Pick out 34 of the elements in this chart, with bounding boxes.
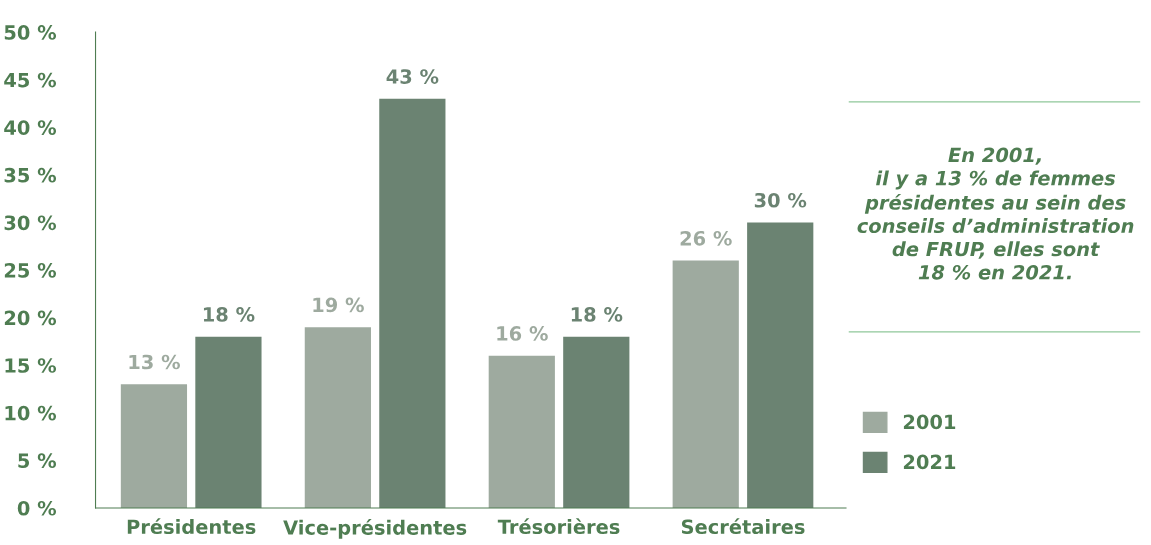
y-tick-label: 0 % <box>17 500 57 516</box>
x-tick-label: Trésorières <box>497 518 620 535</box>
bar <box>379 98 446 508</box>
data-label: 30 % <box>754 192 807 208</box>
bar <box>747 222 814 508</box>
y-tick-label: 5 % <box>18 453 57 469</box>
y-tick-label: 25 % <box>4 263 57 278</box>
y-tick-label: 20 % <box>4 310 57 326</box>
x-tick-label: Secrétaires <box>681 518 805 535</box>
data-label: 16 % <box>497 326 548 341</box>
data-label: 13 % <box>129 354 180 370</box>
data-label: 26 % <box>680 230 732 246</box>
y-tick-label: 40 % <box>4 120 57 135</box>
y-tick-label: 50 % <box>4 25 57 40</box>
y-tick-label: 30 % <box>4 215 57 231</box>
data-label: 19 % <box>313 297 364 313</box>
y-tick-label: 45 % <box>4 72 57 88</box>
bar <box>563 336 630 508</box>
data-label: 43 % <box>386 69 439 84</box>
legend-label: 2001 <box>903 414 956 430</box>
bar <box>672 260 739 508</box>
y-tick-label: 15 % <box>5 358 57 373</box>
x-tick-label: Vice-présidentes <box>283 519 467 539</box>
text: En 2001, il y a 13 % de femmes présidentes au sein des conseils d’administration de FRUP, elles sont 18 % en 2021. <box>857 147 1134 280</box>
y-tick-label: 35 % <box>4 167 57 183</box>
y-tick-label: 10 % <box>5 405 57 421</box>
data-label: 18 % <box>203 307 255 322</box>
x-tick-label: Présidentes <box>127 518 256 535</box>
bar <box>304 327 371 508</box>
data-label: 18 % <box>571 307 623 322</box>
bar <box>195 336 262 508</box>
bar <box>488 355 555 508</box>
legend-label: 2021 <box>903 454 956 470</box>
bar <box>120 384 188 508</box>
